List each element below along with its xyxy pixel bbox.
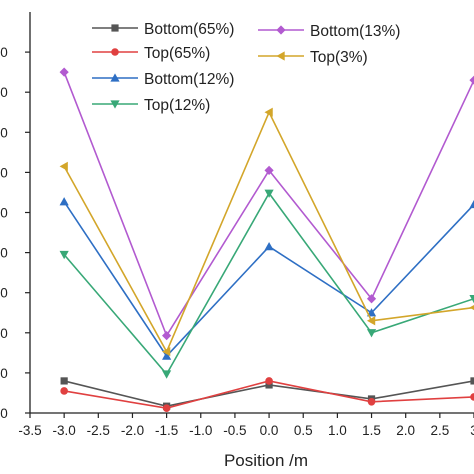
legend-label: Bottom(12%) xyxy=(144,71,234,88)
series-top-65 xyxy=(60,377,474,412)
legend-item: Bottom(65%) xyxy=(92,21,234,38)
legend-item: Top(12%) xyxy=(92,97,210,114)
y-tick-label: 0 xyxy=(0,326,8,341)
data-point xyxy=(469,75,474,85)
data-point xyxy=(469,304,474,311)
data-point xyxy=(162,370,172,379)
x-tick-label: 1.0 xyxy=(328,423,347,438)
data-point xyxy=(366,294,377,304)
data-point xyxy=(366,316,376,326)
x-tick-label: 0.5 xyxy=(294,423,313,438)
x-tick-label: 1.5 xyxy=(362,423,381,438)
data-point xyxy=(264,189,274,198)
data-point xyxy=(367,397,376,406)
y-axis-ticks: 0 0 0 0 0 0 0 0 0 0 xyxy=(0,45,30,421)
x-tick-label: -3.5 xyxy=(18,423,41,438)
data-point xyxy=(264,241,274,251)
x-tick-label: 0.0 xyxy=(260,423,279,438)
data-point xyxy=(366,329,377,338)
legend-label: Top(65%) xyxy=(144,45,210,62)
legend-label: Bottom(13%) xyxy=(310,23,400,40)
x-tick-label: -0.5 xyxy=(223,423,246,438)
data-point xyxy=(162,347,171,357)
series-top-12 xyxy=(59,189,474,379)
legend-marker xyxy=(276,25,286,35)
y-tick-label: 0 xyxy=(0,406,8,421)
legend-item: Bottom(12%) xyxy=(92,71,234,88)
x-tick-label: -1.0 xyxy=(189,423,212,438)
data-point xyxy=(162,351,172,360)
series-bottom-12 xyxy=(59,197,474,360)
data-point xyxy=(264,165,274,175)
series-top-3 xyxy=(59,107,474,357)
x-tick-label: -1.5 xyxy=(155,423,178,438)
legend: Bottom(65%) Bottom(13%) Top(65%) Top(3%) Bot… xyxy=(92,21,400,114)
legend-label: Bottom(65%) xyxy=(144,21,234,38)
series-line xyxy=(63,191,474,376)
legend-marker xyxy=(111,24,119,32)
axes xyxy=(29,12,474,414)
legend-marker xyxy=(110,100,120,109)
x-tick-label: -2.5 xyxy=(87,423,110,438)
y-tick-label: 0 xyxy=(0,45,8,60)
legend-label: Top(3%) xyxy=(310,49,368,66)
y-tick-label: 0 xyxy=(0,125,8,140)
legend-marker xyxy=(111,48,119,56)
data-point xyxy=(469,199,474,209)
x-axis-ticks: -3.5 -3.0 -2.5 -2.0 -1.5 -1.0 -0.5 0.0 0.5 1.0 1.5… xyxy=(18,413,474,438)
series-bottom-13 xyxy=(59,67,474,341)
data-point xyxy=(469,295,474,304)
data-point xyxy=(60,387,68,395)
data-point xyxy=(60,377,68,385)
data-point xyxy=(59,250,69,260)
y-tick-label: 0 xyxy=(0,246,8,261)
legend-item: Top(3%) xyxy=(258,49,368,66)
x-axis-title: Position /m xyxy=(224,451,308,470)
data-point xyxy=(470,377,474,385)
legend-marker xyxy=(110,73,120,82)
x-tick-label: 2.5 xyxy=(430,423,449,438)
x-tick-label: -2.0 xyxy=(121,423,144,438)
data-point xyxy=(162,404,171,412)
legend-item: Top(65%) xyxy=(92,45,210,62)
y-tick-label: 0 xyxy=(0,165,8,180)
data-point xyxy=(265,381,273,389)
legend-marker xyxy=(276,51,285,61)
legend-label: Top(12%) xyxy=(144,97,210,114)
data-point xyxy=(59,67,69,77)
x-tick-label: 3 xyxy=(470,423,474,438)
y-tick-label: 0 xyxy=(0,85,8,100)
data-point xyxy=(59,161,68,171)
data-point xyxy=(162,331,172,341)
data-point xyxy=(265,377,273,385)
legend-item: Bottom(13%) xyxy=(258,23,400,40)
x-tick-label: -3.0 xyxy=(53,423,76,438)
x-tick-label: 2.0 xyxy=(396,423,415,438)
series-group xyxy=(59,67,474,412)
y-tick-label: 0 xyxy=(0,286,8,301)
data-point xyxy=(59,197,69,206)
data-point xyxy=(470,393,474,401)
data-point xyxy=(264,107,273,117)
y-tick-label: 0 xyxy=(0,366,8,381)
y-tick-label: 0 xyxy=(0,206,8,221)
